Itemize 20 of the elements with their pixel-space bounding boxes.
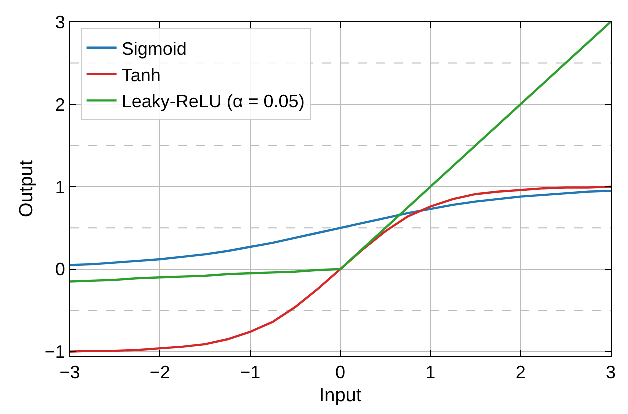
x-tick-label: 2 [516,362,526,383]
y-tick-label: 2 [55,94,66,115]
line-series [70,22,611,283]
legend-label: Leaky-ReLU (α = 0.05) [122,92,305,112]
x-tick-label: −1 [240,362,261,383]
x-axis-title: Input [319,385,362,406]
y-tick-label: 3 [55,12,66,32]
legend-label: Tanh [122,65,161,86]
y-tick-label: −1 [44,342,66,362]
line-series [70,190,611,266]
legend-label: Sigmoid [122,38,187,59]
x-tick-label: 0 [335,362,346,383]
line-series [70,186,611,353]
x-tick-label: 3 [606,362,616,383]
y-tick-label: 0 [55,260,66,280]
x-tick-label: 1 [426,362,436,383]
y-axis-title: Output [16,160,38,218]
x-tick-label: −3 [60,362,80,383]
y-tick-label: 1 [55,177,66,198]
x-tick-label: −2 [150,362,170,383]
